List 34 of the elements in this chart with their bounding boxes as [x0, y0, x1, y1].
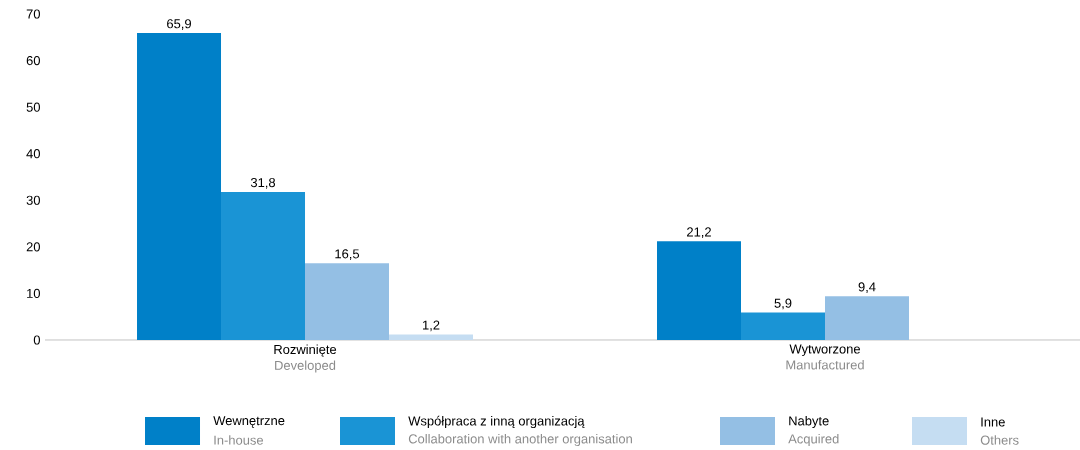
data-label: 9,4	[858, 282, 876, 294]
bar	[389, 334, 474, 340]
x-tick-label: Wytworzone	[789, 344, 860, 357]
bar	[657, 241, 741, 340]
y-tick-label: 30	[26, 195, 40, 205]
text: Collaboration with another organisation	[408, 433, 632, 447]
data-label: 16,5	[335, 249, 360, 260]
y-tick-label: 60	[26, 55, 40, 66]
bar	[221, 191, 306, 340]
legend-label: Inne	[981, 417, 1005, 427]
text: Others	[980, 435, 1019, 445]
bar	[741, 312, 825, 340]
text: Manufactured	[786, 359, 864, 370]
y-tick-label: 50	[26, 102, 40, 112]
y-tick-label: 40	[26, 149, 40, 159]
y-tick-label: 70	[26, 9, 40, 19]
data-label: 65,9	[167, 19, 191, 30]
y-tick-label: 10	[27, 288, 40, 298]
data-label: 31,8	[250, 177, 276, 189]
text: Acquired	[788, 433, 839, 447]
y-tick-label: 0	[33, 335, 40, 345]
bar	[305, 263, 390, 340]
data-label: 1,2	[422, 320, 440, 332]
legend-label: Współpraca z inną organizacją	[408, 415, 585, 429]
data-label: 21,2	[687, 227, 711, 239]
legend-label: Nabyte	[789, 415, 829, 429]
text: In-house	[214, 435, 264, 445]
legend-label: Wewnętrzne	[213, 416, 285, 428]
bar	[137, 33, 222, 340]
data-label: 5,9	[774, 298, 792, 310]
x-tick-label: Rozwinięte	[274, 344, 337, 357]
bar	[825, 296, 909, 340]
text: Developed	[275, 360, 336, 373]
y-tick-label: 20	[26, 242, 40, 252]
